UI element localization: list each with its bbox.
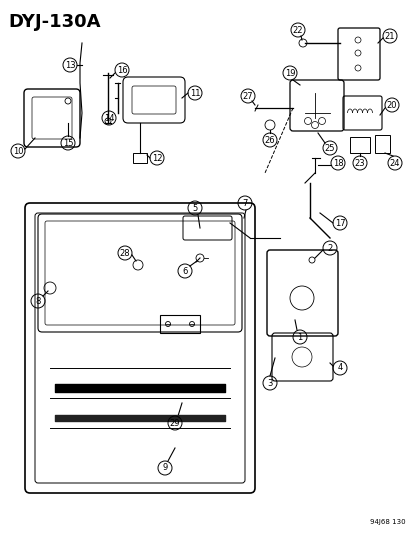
Text: 9: 9 <box>162 464 167 472</box>
Text: 2: 2 <box>327 244 332 253</box>
Text: 20: 20 <box>386 101 396 109</box>
Text: 11: 11 <box>189 88 200 98</box>
Text: 6: 6 <box>182 266 187 276</box>
Text: 8: 8 <box>35 296 40 305</box>
Text: 15: 15 <box>63 139 73 148</box>
Text: 1: 1 <box>297 333 302 342</box>
Text: 25: 25 <box>324 143 335 152</box>
Bar <box>159 315 199 333</box>
Text: 21: 21 <box>384 31 394 41</box>
Text: 4: 4 <box>337 364 342 373</box>
Bar <box>374 135 389 153</box>
Text: 22: 22 <box>292 26 302 35</box>
Text: 28: 28 <box>119 248 130 257</box>
Text: 26: 26 <box>264 135 275 144</box>
Text: 16: 16 <box>116 66 127 75</box>
Text: 29: 29 <box>169 418 180 427</box>
Text: 7: 7 <box>242 198 247 207</box>
Text: 3: 3 <box>267 378 272 387</box>
Text: 24: 24 <box>389 158 399 167</box>
Text: 14: 14 <box>104 114 114 123</box>
Text: 5: 5 <box>192 204 197 213</box>
Bar <box>133 153 147 163</box>
Text: 27: 27 <box>242 92 253 101</box>
Text: 19: 19 <box>284 69 294 77</box>
Text: 10: 10 <box>13 147 23 156</box>
Text: 13: 13 <box>64 61 75 69</box>
Bar <box>349 137 369 153</box>
Text: 94J68 130: 94J68 130 <box>370 519 405 525</box>
Text: 23: 23 <box>354 158 364 167</box>
Text: DYJ-130A: DYJ-130A <box>8 13 100 31</box>
Text: 12: 12 <box>152 154 162 163</box>
Text: 18: 18 <box>332 158 342 167</box>
Text: 17: 17 <box>334 219 344 228</box>
